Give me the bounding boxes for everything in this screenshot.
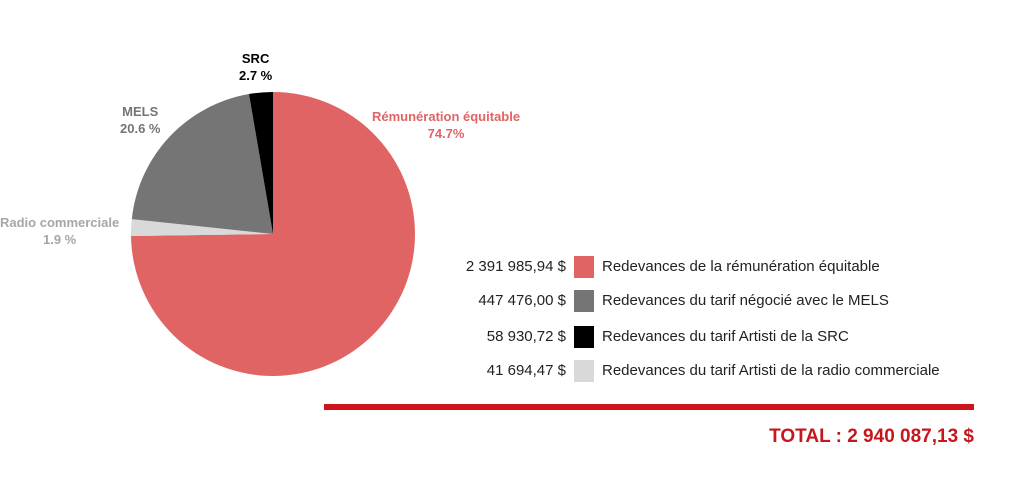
- legend-row-remuneration-equitable: 2 391 985,94 $ Redevances de la rémunéra…: [440, 256, 980, 280]
- pie-slice-src: [249, 92, 273, 234]
- pie-slice-remuneration-equitable: [131, 92, 415, 376]
- legend-swatch: [574, 326, 594, 348]
- slice-label-radio-commerciale: Radio commerciale 1.9 %: [0, 214, 119, 248]
- pie-slice-mels: [131, 94, 273, 234]
- legend-swatch: [574, 290, 594, 312]
- slice-label-percent: 2.7 %: [239, 68, 273, 83]
- legend-swatch: [574, 360, 594, 382]
- legend-row-radio-commerciale: 41 694,47 $ Redevances du tarif Artisti …: [440, 360, 980, 384]
- legend-amount: 2 391 985,94 $: [465, 258, 566, 275]
- legend-text: Redevances de la rémunération équitable: [602, 258, 880, 275]
- slice-label-percent: 74.7%: [427, 126, 465, 141]
- legend-row-src: 58 930,72 $ Redevances du tarif Artisti …: [440, 326, 980, 350]
- slice-label-name: MELS: [122, 104, 159, 119]
- legend-text: Redevances du tarif Artisti de la SRC: [602, 328, 849, 345]
- total-divider: [324, 404, 974, 410]
- slice-label-src: SRC 2.7 %: [239, 50, 272, 84]
- legend-amount: 447 476,00 $: [478, 292, 566, 309]
- legend-row-mels: 447 476,00 $ Redevances du tarif négocié…: [440, 290, 980, 314]
- slice-label-name: Radio commerciale: [0, 215, 120, 230]
- slice-label-remuneration-equitable: Rémunération équitable 74.7%: [372, 108, 520, 142]
- slice-label-mels: MELS 20.6 %: [120, 103, 160, 137]
- total-amount: TOTAL : 2 940 087,13 $: [769, 426, 974, 447]
- slice-label-name: Rémunération équitable: [372, 109, 521, 124]
- legend-amount: 58 930,72 $: [486, 328, 566, 345]
- legend-text: Redevances du tarif négocié avec le MELS: [602, 292, 889, 309]
- legend-amount: 41 694,47 $: [486, 362, 566, 379]
- slice-label-percent: 20.6 %: [120, 121, 161, 136]
- slice-label-percent: 1.9 %: [42, 232, 77, 247]
- pie-slice-radio-commerciale: [130, 219, 273, 237]
- legend-text: Redevances du tarif Artisti de la radio …: [602, 362, 940, 379]
- slice-label-name: SRC: [241, 51, 270, 66]
- legend-swatch: [574, 256, 594, 278]
